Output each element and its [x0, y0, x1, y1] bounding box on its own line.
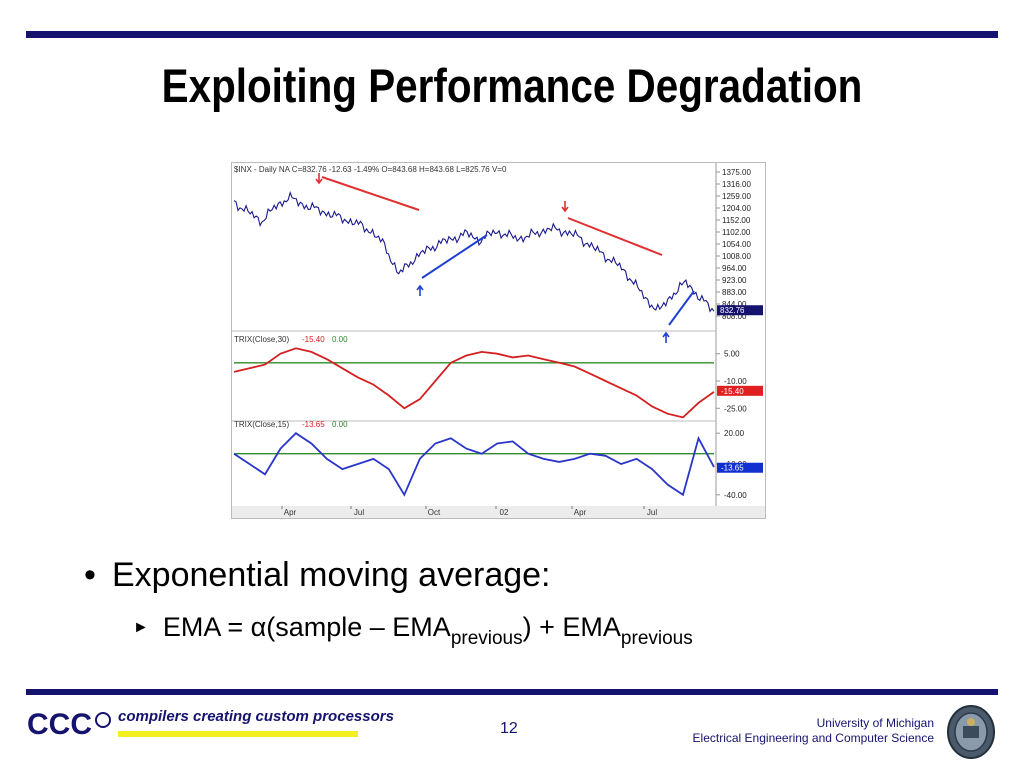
top-rule [26, 31, 998, 38]
up-arrow-icon [662, 331, 670, 343]
trix-last-box [717, 385, 763, 396]
logo-text: CCC [27, 708, 92, 741]
bullet-level1-text: Exponential moving average: [112, 556, 551, 594]
page-number: 12 [500, 720, 518, 737]
department-name: Electrical Engineering and Computer Scie… [692, 731, 934, 745]
x-tick-label: Apr [284, 508, 297, 517]
uptrend-line-2 [668, 290, 695, 326]
university-seal-icon [947, 705, 995, 759]
trix-header-signal: 0.00 [332, 420, 348, 429]
price-tick-label: 1204.00 [722, 204, 751, 213]
trix-tick-label: 5.00 [724, 350, 740, 359]
trix-tick-label: 20.00 [724, 429, 745, 438]
trix-header-label: TRIX(Close,30) [234, 335, 289, 344]
x-tick-label: Apr [574, 508, 587, 517]
university-name: University of Michigan [816, 716, 934, 730]
trix-last-label: -15.40 [721, 387, 744, 396]
x-tick-label: Jul [354, 508, 364, 517]
bullet-level1: • Exponential moving average: [84, 556, 551, 595]
trix-header-label: TRIX(Close,15) [234, 420, 289, 429]
bullet-dot: • [84, 556, 96, 594]
price-header: $INX - Daily NA C=832.76 -12.63 -1.49% O… [234, 165, 507, 174]
trix-header-signal: 0.00 [332, 335, 348, 344]
trix-tick-label: -40.00 [724, 491, 747, 500]
price-tick-label: 844.00 [722, 300, 747, 309]
price-last-box [717, 305, 763, 316]
ema-formula-sub2: previous [620, 628, 693, 649]
down-arrow-icon [315, 173, 323, 185]
ccc-logo: CCC [27, 708, 111, 741]
x-tick-label: Oct [428, 508, 441, 517]
ema-formula-prefix: EMA = α(sample – EMA [162, 612, 451, 642]
tagline-underline [118, 731, 358, 737]
bottom-rule [26, 689, 998, 695]
trix-header-value: -15.40 [302, 335, 325, 344]
footer-tagline: compilers creating custom processors [118, 708, 394, 725]
price-tick-label: 1054.00 [722, 240, 751, 249]
trix-last-box [717, 462, 763, 473]
price-tick-label: 1008.00 [722, 252, 751, 261]
logo-swirl-icon [95, 712, 111, 728]
up-arrow-icon [416, 284, 424, 296]
x-tick-label: 02 [500, 508, 509, 517]
stock-chart: $INX - Daily NA C=832.76 -12.63 -1.49% O… [231, 162, 766, 519]
price-tick-label: 1375.00 [722, 168, 751, 177]
trix-last-label: -13.65 [721, 464, 744, 473]
trix-tick-label: -10.00 [724, 377, 747, 386]
x-tick-label: Jul [647, 508, 657, 517]
downtrend-line-2 [567, 217, 663, 256]
x-axis-band [232, 506, 765, 518]
trix30-line [233, 347, 715, 419]
price-tick-label: 1152.00 [722, 216, 751, 225]
trix15-line [233, 432, 715, 497]
trix-tick-label: -25.00 [724, 404, 747, 413]
price-tick-label: 923.00 [722, 276, 747, 285]
ema-formula-mid: ) + EMA [522, 612, 621, 642]
price-tick-label: 1102.00 [722, 228, 751, 237]
trix-header-value: -13.65 [302, 420, 325, 429]
price-line [233, 190, 715, 313]
price-tick-label: 808.00 [722, 312, 747, 321]
ema-formula-sub1: previous [450, 628, 523, 649]
price-tick-label: 883.00 [722, 288, 747, 297]
downtrend-line-1 [321, 176, 420, 211]
uptrend-line-1 [421, 234, 488, 279]
footer-affiliation: University of Michigan Electrical Engine… [693, 716, 934, 746]
down-arrow-icon [561, 201, 569, 213]
price-tick-label: 1259.00 [722, 192, 751, 201]
slide-title: Exploiting Performance Degradation [161, 59, 863, 112]
bullet-level2: ► EMA = α(sample – EMAprevious) + EMAprev… [133, 612, 693, 650]
price-tick-label: 964.00 [722, 264, 747, 273]
bullet-arrow-icon: ► [133, 619, 149, 636]
price-tick-label: 1316.00 [722, 180, 751, 189]
price-last-label: 832.76 [720, 306, 745, 315]
